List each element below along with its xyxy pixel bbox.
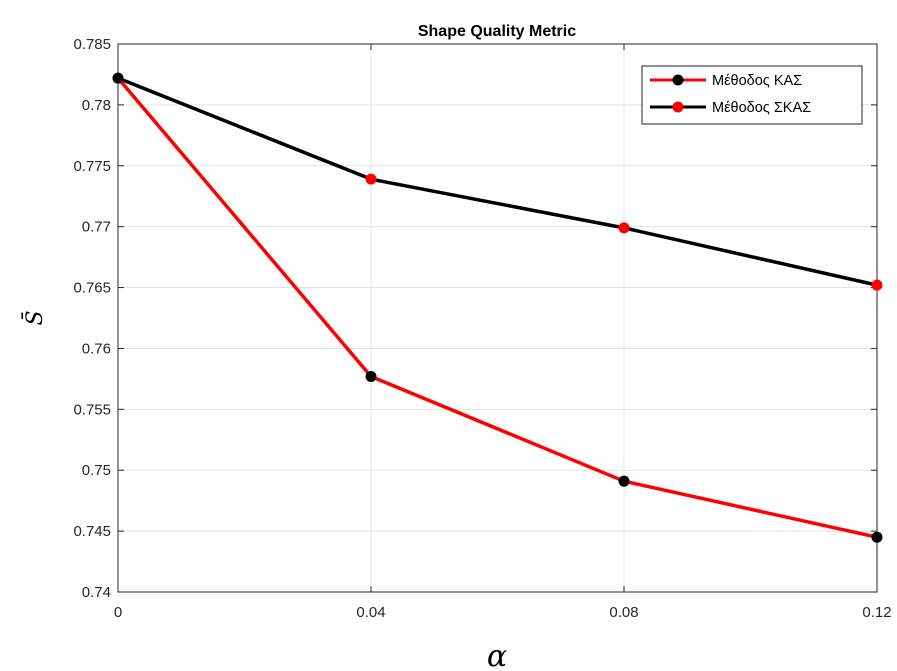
y-tick-label: 0.745	[73, 523, 111, 540]
y-tick-label: 0.77	[82, 219, 111, 236]
legend-marker-skas	[672, 101, 684, 113]
x-tick-label: 0	[114, 604, 122, 621]
data-point-skas	[871, 279, 883, 291]
legend-label-skas: Μέθοδος ΣΚΑΣ	[712, 100, 811, 116]
plot-series	[112, 72, 883, 543]
x-tick-label: 0.04	[356, 604, 385, 621]
y-tick-label: 0.755	[73, 401, 111, 418]
y-tick-label: 0.785	[73, 36, 111, 53]
legend: Μέθοδος ΚΑΣ Μέθοδος ΣΚΑΣ	[641, 65, 863, 125]
chart-title: Shape Quality Metric	[418, 23, 576, 40]
y-tick-label: 0.75	[82, 462, 111, 479]
y-tick-label: 0.74	[82, 584, 111, 601]
data-point-kas	[365, 370, 377, 382]
data-point-kas	[618, 475, 630, 487]
data-point-kas	[871, 531, 883, 543]
axes-box	[117, 43, 878, 593]
y-tick-label: 0.76	[82, 340, 111, 357]
y-tick-label: 0.775	[73, 158, 111, 175]
y-axis-label: S̄	[21, 310, 48, 325]
data-point-skas	[618, 222, 630, 234]
x-axis-label: α	[487, 639, 507, 671]
y-tick-label: 0.765	[73, 280, 111, 297]
x-axis-ticks: 0 0.04 0.08 0.12	[114, 44, 892, 621]
axes	[117, 43, 878, 593]
data-point-skas	[365, 173, 377, 185]
y-axis-ticks: 0.74 0.745 0.75 0.755 0.76 0.765 0.77 0.775 0.78…	[73, 36, 877, 601]
legend-label-kas: Μέθοδος ΚΑΣ	[712, 73, 802, 89]
legend-marker-kas	[672, 74, 684, 86]
x-tick-label: 0.12	[862, 604, 891, 621]
data-point-kas	[112, 72, 124, 84]
series-line-skas	[117, 76, 878, 287]
y-tick-label: 0.78	[82, 97, 111, 114]
x-tick-label: 0.08	[609, 604, 638, 621]
series-line-kas	[116, 76, 878, 539]
plot-area	[118, 44, 877, 592]
